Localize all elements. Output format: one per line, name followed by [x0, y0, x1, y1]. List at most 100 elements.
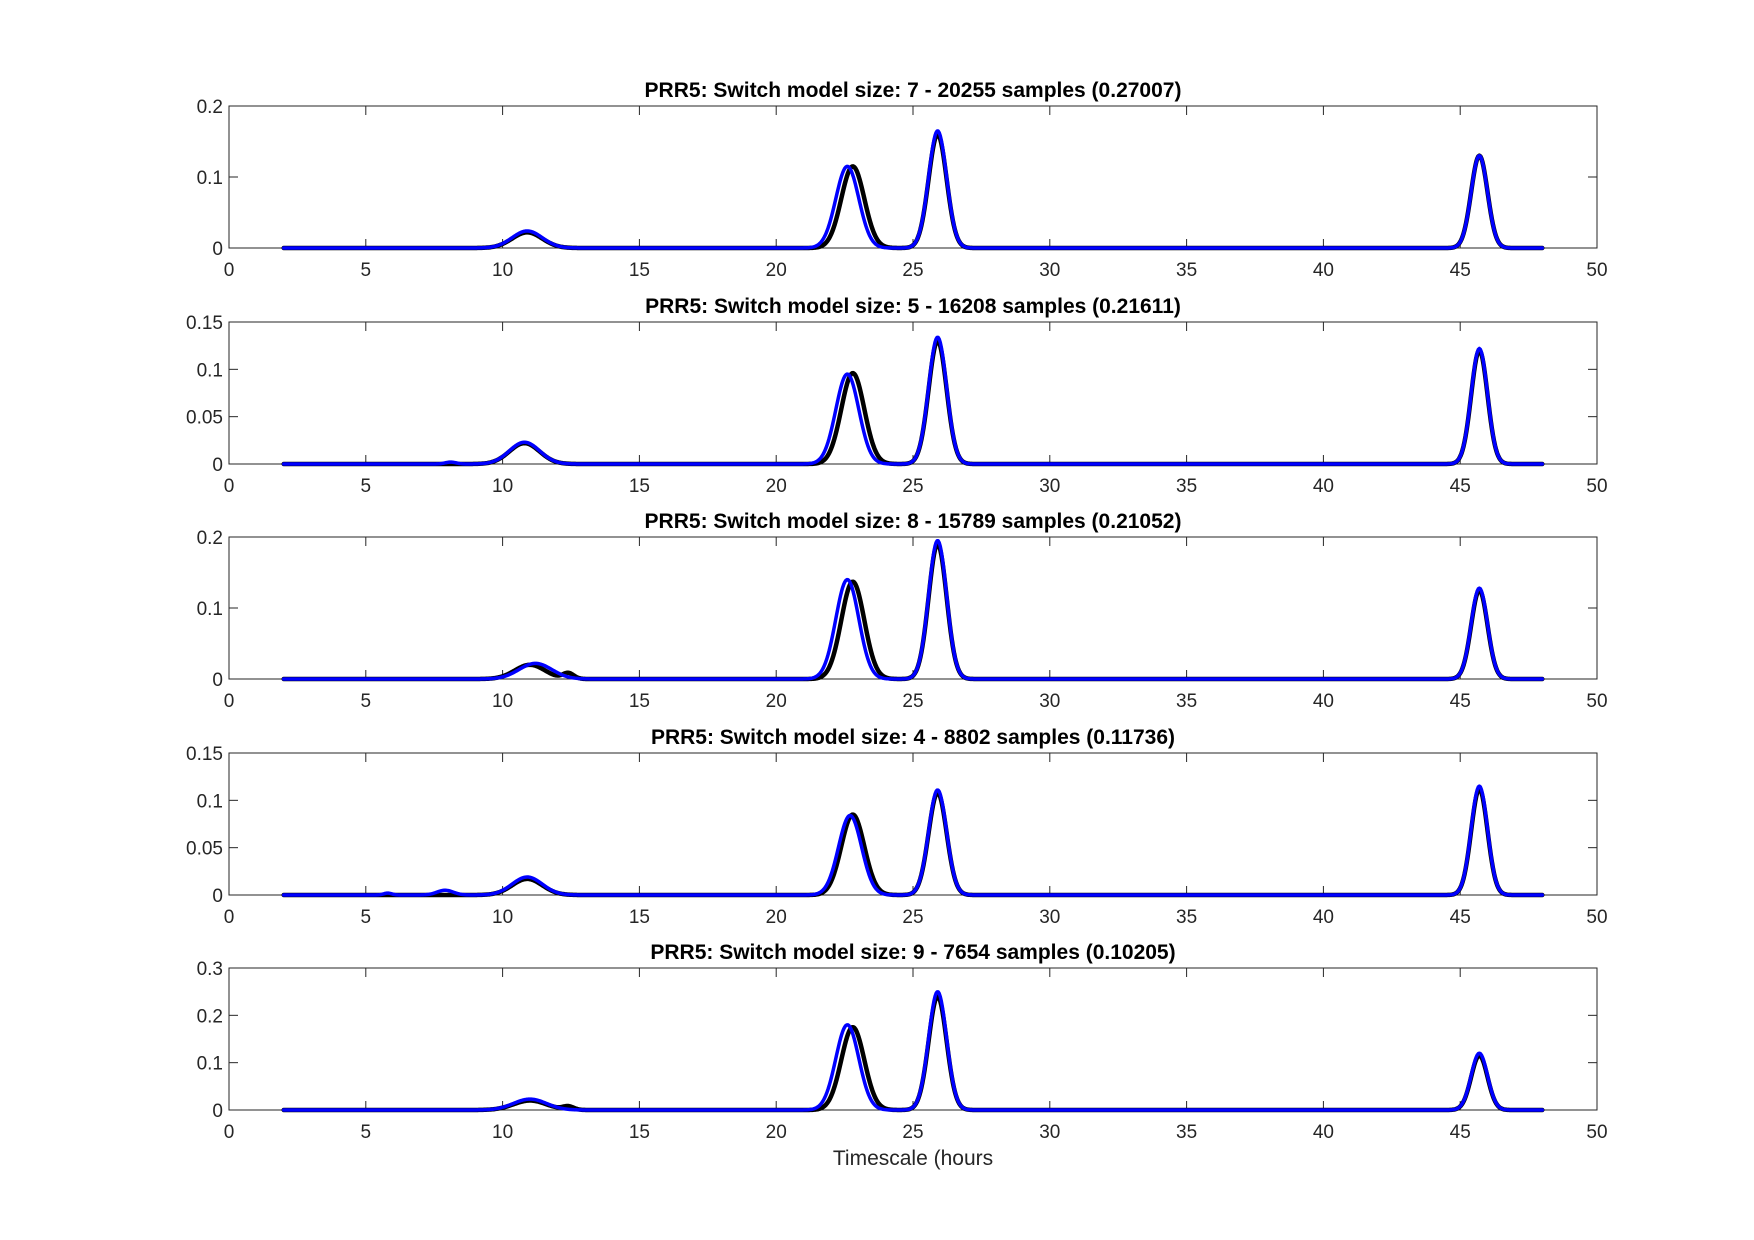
x-tick-label: 10: [492, 1122, 513, 1143]
series-line-blue: [281, 784, 1545, 897]
x-tick-label: 30: [1039, 691, 1060, 712]
x-tick-label: 0: [224, 260, 235, 281]
x-tick-label: 40: [1313, 260, 1334, 281]
axes-box: [228, 967, 1598, 1111]
series-line-black: [281, 542, 1545, 682]
x-tick-label: 10: [492, 476, 513, 497]
x-tick-label: 30: [1039, 260, 1060, 281]
x-tick-label: 15: [629, 907, 650, 928]
y-tick-label: 0.05: [186, 839, 223, 860]
y-tick-label: 0.3: [197, 959, 223, 980]
x-tick-label: 35: [1176, 1122, 1197, 1143]
x-tick-label: 50: [1586, 691, 1607, 712]
x-tick-label: 10: [492, 907, 513, 928]
x-tick-label: 50: [1586, 260, 1607, 281]
x-tick-label: 5: [361, 476, 372, 497]
x-tick-label: 0: [224, 1122, 235, 1143]
panel-title: PRR5: Switch model size: 5 - 16208 sampl…: [645, 295, 1181, 318]
y-tick-label: 0.2: [197, 528, 223, 549]
y-tick-label: 0: [212, 455, 223, 476]
series-line-blue: [281, 335, 1545, 466]
x-tick-label: 30: [1039, 907, 1060, 928]
x-tick-label: 35: [1176, 476, 1197, 497]
x-tick-label: 45: [1450, 691, 1471, 712]
x-tick-label: 25: [902, 260, 923, 281]
x-tick-label: 50: [1586, 1122, 1607, 1143]
x-tick-label: 30: [1039, 1122, 1060, 1143]
panel-title: PRR5: Switch model size: 4 - 8802 sample…: [651, 726, 1175, 749]
series-line-blue: [281, 129, 1545, 250]
y-tick-label: 0.05: [186, 408, 223, 429]
x-tick-label: 45: [1450, 260, 1471, 281]
axes-box: [228, 321, 1598, 465]
y-tick-label: 0: [212, 1101, 223, 1122]
x-tick-label: 5: [361, 1122, 372, 1143]
x-tick-label: 30: [1039, 476, 1060, 497]
x-tick-label: 35: [1176, 907, 1197, 928]
x-tick-label: 45: [1450, 476, 1471, 497]
x-axis-label: Timescale (hours: [833, 1147, 993, 1170]
x-tick-label: 50: [1586, 907, 1607, 928]
axes-box: [228, 752, 1598, 896]
x-tick-label: 15: [629, 476, 650, 497]
series-line-black: [281, 338, 1545, 467]
x-tick-label: 35: [1176, 260, 1197, 281]
x-tick-label: 45: [1450, 907, 1471, 928]
series-line-black: [281, 786, 1545, 898]
x-tick-label: 15: [629, 691, 650, 712]
x-tick-label: 20: [766, 1122, 787, 1143]
panel-2: PRR5: Switch model size: 5 - 16208 sampl…: [186, 295, 1608, 497]
x-tick-label: 10: [492, 691, 513, 712]
series-line-blue: [281, 990, 1545, 1112]
x-tick-label: 0: [224, 691, 235, 712]
y-tick-label: 0: [212, 239, 223, 260]
x-tick-label: 20: [766, 907, 787, 928]
axes-box: [228, 105, 1598, 249]
x-tick-label: 50: [1586, 476, 1607, 497]
series-line-black: [281, 994, 1545, 1113]
x-tick-label: 40: [1313, 691, 1334, 712]
axes-box: [228, 536, 1598, 680]
y-tick-label: 0: [212, 670, 223, 691]
panel-title: PRR5: Switch model size: 8 - 15789 sampl…: [645, 510, 1182, 533]
x-tick-label: 45: [1450, 1122, 1471, 1143]
x-tick-label: 5: [361, 691, 372, 712]
x-tick-label: 25: [902, 691, 923, 712]
x-tick-label: 20: [766, 691, 787, 712]
panel-4: PRR5: Switch model size: 4 - 8802 sample…: [186, 726, 1608, 928]
y-tick-label: 0.15: [186, 744, 223, 765]
y-tick-label: 0.2: [197, 1006, 223, 1027]
y-tick-label: 0.15: [186, 313, 223, 334]
x-tick-label: 15: [629, 1122, 650, 1143]
panel-5: PRR5: Switch model size: 9 - 7654 sample…: [197, 941, 1608, 1143]
x-tick-label: 10: [492, 260, 513, 281]
x-tick-label: 35: [1176, 691, 1197, 712]
series-line-black: [281, 132, 1545, 251]
x-tick-label: 20: [766, 260, 787, 281]
series-line-blue: [281, 539, 1545, 681]
x-tick-label: 5: [361, 907, 372, 928]
panel-title: PRR5: Switch model size: 9 - 7654 sample…: [650, 941, 1175, 964]
panel-title: PRR5: Switch model size: 7 - 20255 sampl…: [645, 79, 1182, 102]
x-tick-label: 15: [629, 260, 650, 281]
x-tick-label: 40: [1313, 476, 1334, 497]
y-tick-label: 0.1: [197, 1054, 223, 1075]
x-tick-label: 25: [902, 476, 923, 497]
y-tick-label: 0.2: [197, 97, 223, 118]
y-tick-label: 0.1: [197, 168, 223, 189]
x-tick-label: 0: [224, 476, 235, 497]
x-tick-label: 5: [361, 260, 372, 281]
panel-1: PRR5: Switch model size: 7 - 20255 sampl…: [197, 79, 1608, 281]
x-tick-label: 20: [766, 476, 787, 497]
y-tick-label: 0.1: [197, 599, 223, 620]
x-tick-label: 0: [224, 907, 235, 928]
x-tick-label: 40: [1313, 1122, 1334, 1143]
x-tick-label: 25: [902, 1122, 923, 1143]
x-tick-label: 40: [1313, 907, 1334, 928]
y-tick-label: 0.1: [197, 360, 223, 381]
y-tick-label: 0: [212, 886, 223, 907]
x-tick-label: 25: [902, 907, 923, 928]
y-tick-label: 0.1: [197, 791, 223, 812]
panel-3: PRR5: Switch model size: 8 - 15789 sampl…: [197, 510, 1608, 712]
